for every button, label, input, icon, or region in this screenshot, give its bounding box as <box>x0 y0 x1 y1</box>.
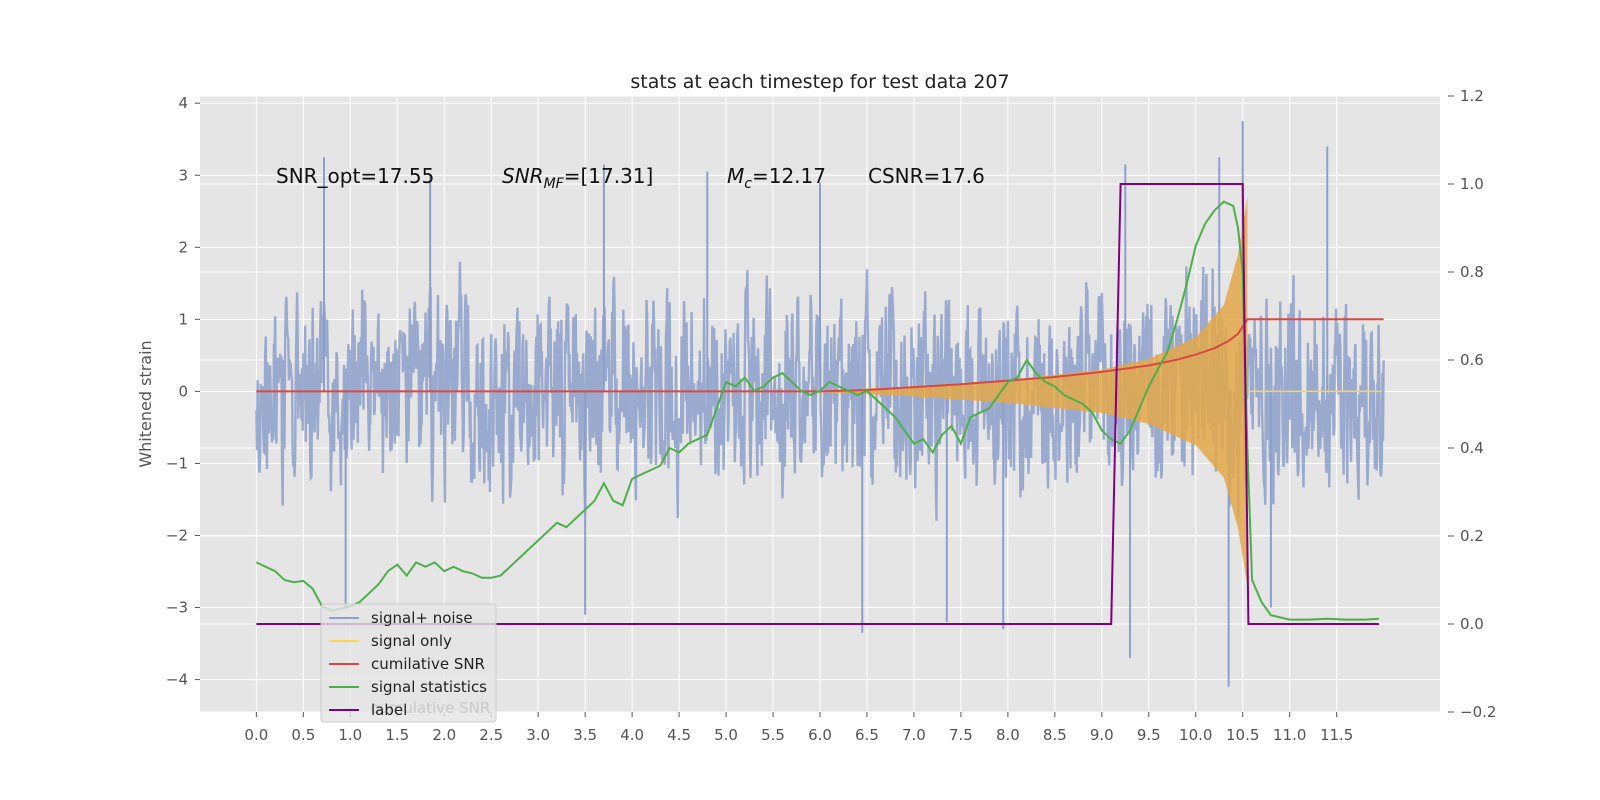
x-tick-label: 7.5 <box>949 726 973 744</box>
legend-overlap-text: cumulative SNR <box>371 699 490 717</box>
annotation-snr-mf-value: =[17.31] <box>564 164 654 188</box>
y-axis-ticks: 4 3 2 1 0 −1 −2 −3 −4 <box>166 94 200 689</box>
chart-title: stats at each timestep for test data 207 <box>630 71 1009 93</box>
legend-label: signal+ noise <box>371 609 473 627</box>
series-signal-only-fill <box>820 196 1248 586</box>
annotation-mc-sub: c <box>744 176 752 192</box>
x-tick-label: 6.5 <box>855 726 879 744</box>
x-tick-label: 8.0 <box>996 726 1020 744</box>
x-axis-ticks: 0.0 0.5 1.0 1.5 2.0 2.5 3.0 3.5 4.0 4.5 5.0 5.5 6.0 6… <box>244 712 1353 744</box>
series-cumulative-snr <box>256 318 1384 393</box>
y-tick-label: 0 <box>178 382 188 400</box>
y-tick-label: 2 <box>178 238 188 256</box>
y2-tick-label: 0.6 <box>1460 351 1484 369</box>
series-signal-statistics <box>255 200 1379 621</box>
y2-tick-label: 0.8 <box>1460 263 1484 281</box>
x-tick-label: 2.0 <box>432 726 456 744</box>
legend-label: label <box>371 701 407 719</box>
annotation-snr-mf: SNRMF=[17.31] <box>502 164 653 192</box>
x-tick-label: 4.0 <box>620 726 644 744</box>
legend-label: signal statistics <box>371 678 487 696</box>
y-tick-label: −1 <box>166 454 188 472</box>
annotation-mc-main: M <box>727 164 744 188</box>
x-tick-label: 0.0 <box>244 726 268 744</box>
x-tick-label: 5.0 <box>714 726 738 744</box>
annotation-snr-mf-main: SNR <box>502 164 544 188</box>
y-axis-label: Whitened strain <box>136 340 155 467</box>
x-tick-label: 11.0 <box>1273 726 1306 744</box>
annotation-mc-value: =12.17 <box>752 164 826 188</box>
y-tick-label: 3 <box>178 166 188 184</box>
annotation-mc: Mc=12.17 <box>727 164 826 192</box>
x-tick-label: 7.0 <box>902 726 926 744</box>
x-tick-label: 3.0 <box>526 726 550 744</box>
series-label <box>256 183 1379 625</box>
y2-tick-label: 0.0 <box>1460 615 1484 633</box>
y-tick-label: 1 <box>178 310 188 328</box>
y-tick-label: −4 <box>166 671 188 689</box>
x-tick-label: 5.5 <box>761 726 785 744</box>
legend-label: cumilative SNR <box>371 655 485 673</box>
annotations: SNR_opt=17.55 SNRMF=[17.31] Mc=12.17 CSN… <box>276 164 985 192</box>
annotation-csnr: CSNR=17.6 <box>868 164 985 188</box>
x-tick-label: 9.5 <box>1137 726 1161 744</box>
x-tick-label: 1.5 <box>385 726 409 744</box>
y2-tick-label: −0.2 <box>1460 703 1496 721</box>
legend-box <box>320 603 497 723</box>
y-tick-label: −3 <box>166 599 188 617</box>
x-tick-label: 4.5 <box>667 726 691 744</box>
y2-tick-label: 0.4 <box>1460 439 1484 457</box>
y2-tick-label: 1.0 <box>1460 175 1484 193</box>
right-axis-ticks: 1.2 1.0 0.8 0.6 0.4 0.2 0.0 −0.2 <box>1448 87 1496 721</box>
x-tick-label: 1.0 <box>338 726 362 744</box>
x-tick-label: 10.5 <box>1226 726 1259 744</box>
y2-tick-label: 1.2 <box>1460 87 1484 105</box>
x-tick-label: 10.0 <box>1179 726 1212 744</box>
annotation-snr-opt: SNR_opt=17.55 <box>276 164 434 188</box>
y2-tick-label: 0.2 <box>1460 527 1484 545</box>
x-tick-label: 6.0 <box>808 726 832 744</box>
y-tick-label: −2 <box>166 526 188 544</box>
x-tick-label: 2.5 <box>479 726 503 744</box>
x-tick-label: 9.0 <box>1090 726 1114 744</box>
legend: cumulative SNR signal+ noise signal only c… <box>320 603 497 723</box>
x-tick-label: 0.5 <box>291 726 315 744</box>
y-tick-label: 4 <box>178 94 188 112</box>
annotation-snr-mf-sub: MF <box>544 176 565 192</box>
x-tick-label: 3.5 <box>573 726 597 744</box>
x-tick-label: 8.5 <box>1043 726 1067 744</box>
legend-label: signal only <box>371 632 452 650</box>
x-tick-label: 11.5 <box>1320 726 1353 744</box>
